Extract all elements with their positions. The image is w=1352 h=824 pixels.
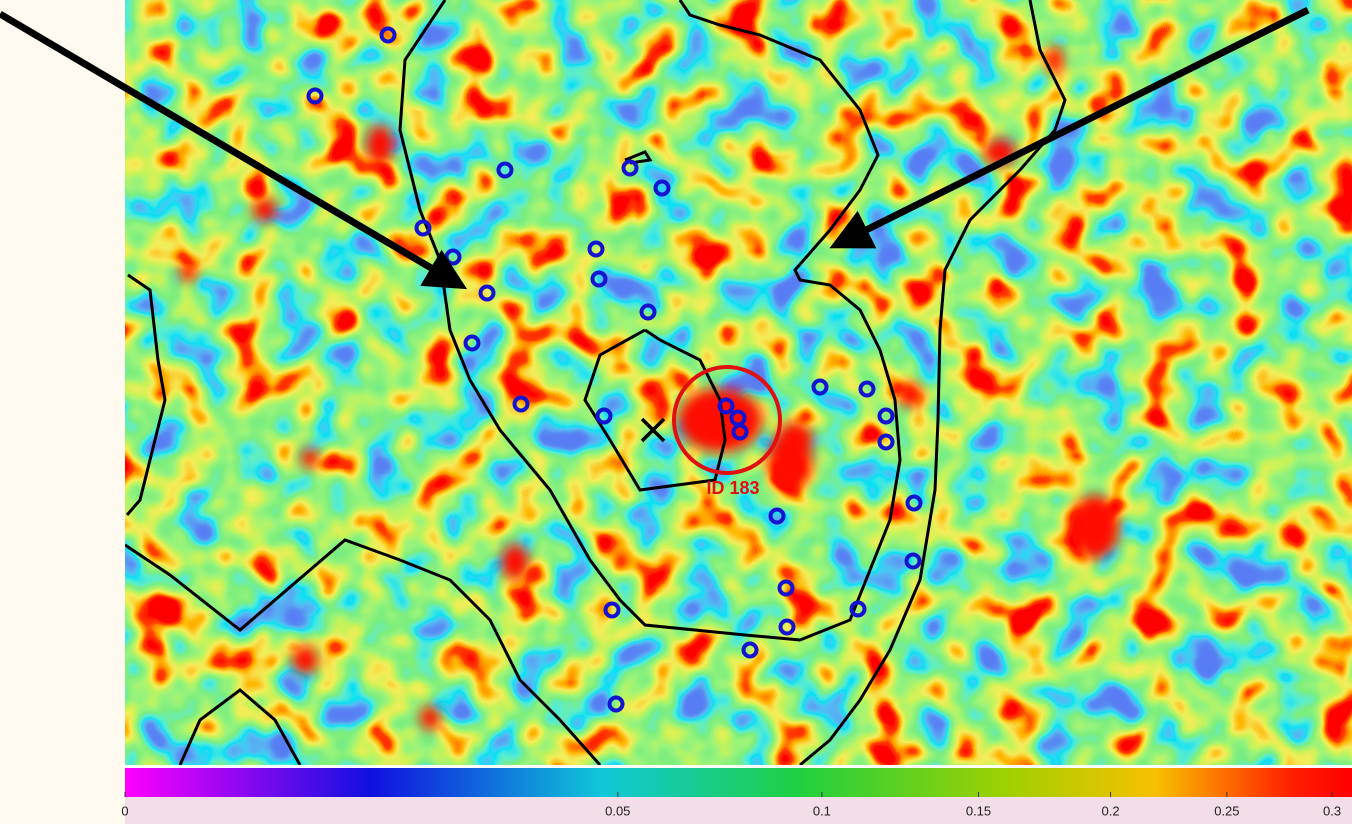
colorbar: [125, 768, 1352, 797]
hot-spot: [420, 706, 440, 730]
colorbar-tick-label: 0.3: [1323, 803, 1341, 818]
hot-spot: [1047, 46, 1063, 74]
source-marker: [639, 303, 657, 321]
contour: [178, 688, 302, 765]
source-marker: [512, 395, 530, 413]
colorbar-tick-label: 0.25: [1214, 803, 1239, 818]
contours: [125, 0, 1067, 765]
source-marker: [717, 397, 735, 415]
contour: [624, 150, 653, 165]
source-marker: [414, 219, 432, 237]
source-marker: [595, 407, 613, 425]
source-marker: [905, 494, 923, 512]
source-marker: [731, 423, 749, 441]
sources: [306, 26, 923, 713]
hot-spot: [292, 646, 318, 674]
hot-spot: [301, 448, 319, 468]
center-cross: [640, 417, 666, 443]
arrow: [0, 10, 468, 290]
source-marker: [768, 507, 786, 525]
hot-spot: [366, 125, 394, 165]
source-marker: [463, 334, 481, 352]
source-marker: [904, 552, 922, 570]
hot-spot: [253, 198, 277, 222]
colorbar-tick-label: 0: [121, 803, 128, 818]
colorbar-tick-label: 0.15: [966, 803, 991, 818]
source-marker: [496, 161, 514, 179]
source-marker: [777, 579, 795, 597]
target-label: ID 183: [706, 478, 759, 498]
source-marker: [621, 159, 639, 177]
hot-spot: [898, 383, 922, 407]
hot-spot: [1071, 495, 1119, 559]
hot-spot: [179, 263, 197, 281]
hot-spot: [777, 422, 813, 458]
contour: [398, 0, 902, 642]
colorbar-ticks: 0 0.05 0.1 0.15 0.2 0.25 0.3: [121, 792, 1341, 818]
source-marker: [741, 641, 759, 659]
hot-spot: [501, 544, 529, 580]
source-marker: [849, 600, 867, 618]
intensity-map: [125, 0, 1352, 765]
source-marker: [778, 618, 796, 636]
source-marker: [478, 284, 496, 302]
source-marker: [877, 433, 895, 451]
side-panel: [0, 0, 125, 824]
source-marker: [858, 380, 876, 398]
source-marker: [811, 378, 829, 396]
separator: [125, 765, 1352, 768]
colorbar-tick-label: 0.1: [813, 803, 831, 818]
source-marker: [587, 240, 605, 258]
arrow: [829, 6, 1310, 249]
target-circle: [672, 365, 782, 475]
source-marker: [306, 87, 324, 105]
source-marker: [877, 407, 895, 425]
colorbar-tick-label: 0.05: [605, 803, 630, 818]
source-marker: [607, 695, 625, 713]
hot-spots: [179, 46, 1119, 730]
source-marker: [379, 26, 397, 44]
contour: [125, 273, 167, 516]
colorbar-tick-label: 0.2: [1102, 803, 1120, 818]
contour: [125, 538, 602, 765]
contour: [799, 0, 1067, 765]
sky-image: ID 183: [125, 0, 1352, 765]
hot-spot: [678, 388, 762, 452]
colorbar-labels-bg: [125, 797, 1352, 824]
source-marker: [653, 179, 671, 197]
contour: [583, 328, 727, 492]
source-marker: [590, 270, 608, 288]
source-marker: [603, 601, 621, 619]
